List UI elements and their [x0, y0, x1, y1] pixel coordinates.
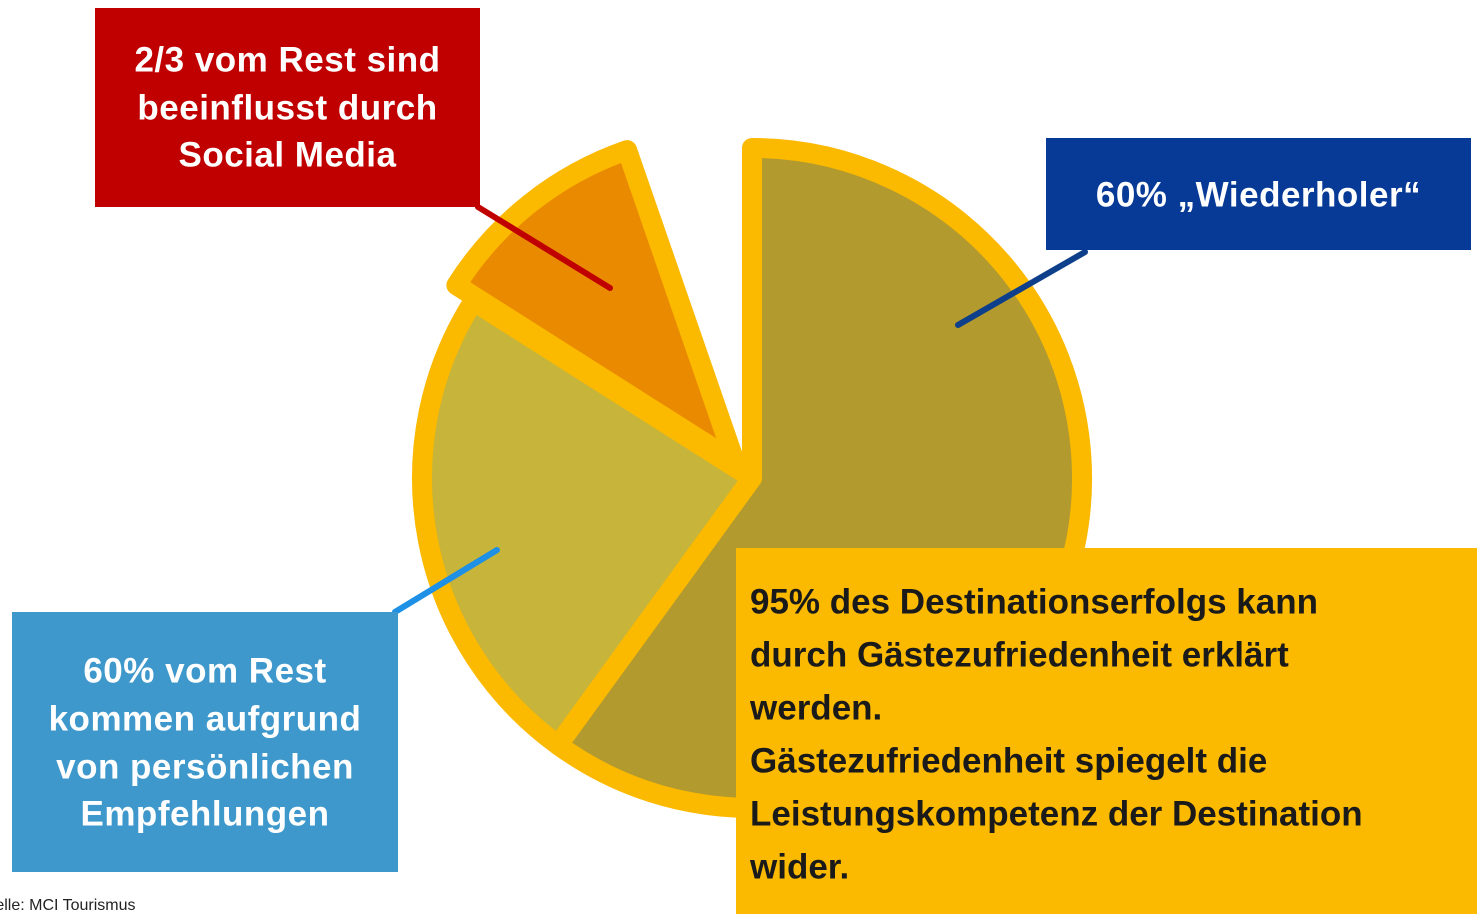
- callout-text: beeinflusst durch: [137, 88, 437, 127]
- note-text: werden.: [749, 688, 882, 727]
- callout-text: von persönlichen: [56, 747, 354, 786]
- note-box: [736, 548, 1477, 914]
- callout-text: 2/3 vom Rest sind: [134, 40, 440, 79]
- pie-slice: [446, 140, 745, 472]
- note-text: 95% des Destinationserfolgs kann: [750, 582, 1318, 621]
- note-text: Gästezufriedenheit spiegelt die: [750, 741, 1267, 780]
- callout-text: kommen aufgrund: [49, 699, 362, 738]
- callout-text: Social Media: [178, 135, 396, 174]
- leader-line: [475, 204, 613, 291]
- callout-text: 60% „Wiederholer“: [1096, 175, 1421, 214]
- leader-line: [392, 547, 500, 615]
- note-text: wider.: [749, 847, 849, 886]
- note-text: Leistungskompetenz der Destination: [750, 794, 1363, 833]
- note-text: durch Gästezufriedenheit erklärt: [750, 635, 1289, 674]
- callout-box: [1046, 138, 1471, 250]
- source: Quelle: MCI Tourismus: [0, 897, 136, 914]
- callout-text: 60% vom Rest: [83, 651, 326, 690]
- callout-text: Empfehlungen: [80, 794, 329, 833]
- pie-slice: [412, 291, 762, 755]
- leader-line: [955, 249, 1088, 328]
- callout-box: [95, 8, 480, 207]
- callouts: 60% „Wiederholer“ 60% vom Rest kommen aufg…: [12, 8, 1477, 914]
- callout-box: [12, 612, 398, 872]
